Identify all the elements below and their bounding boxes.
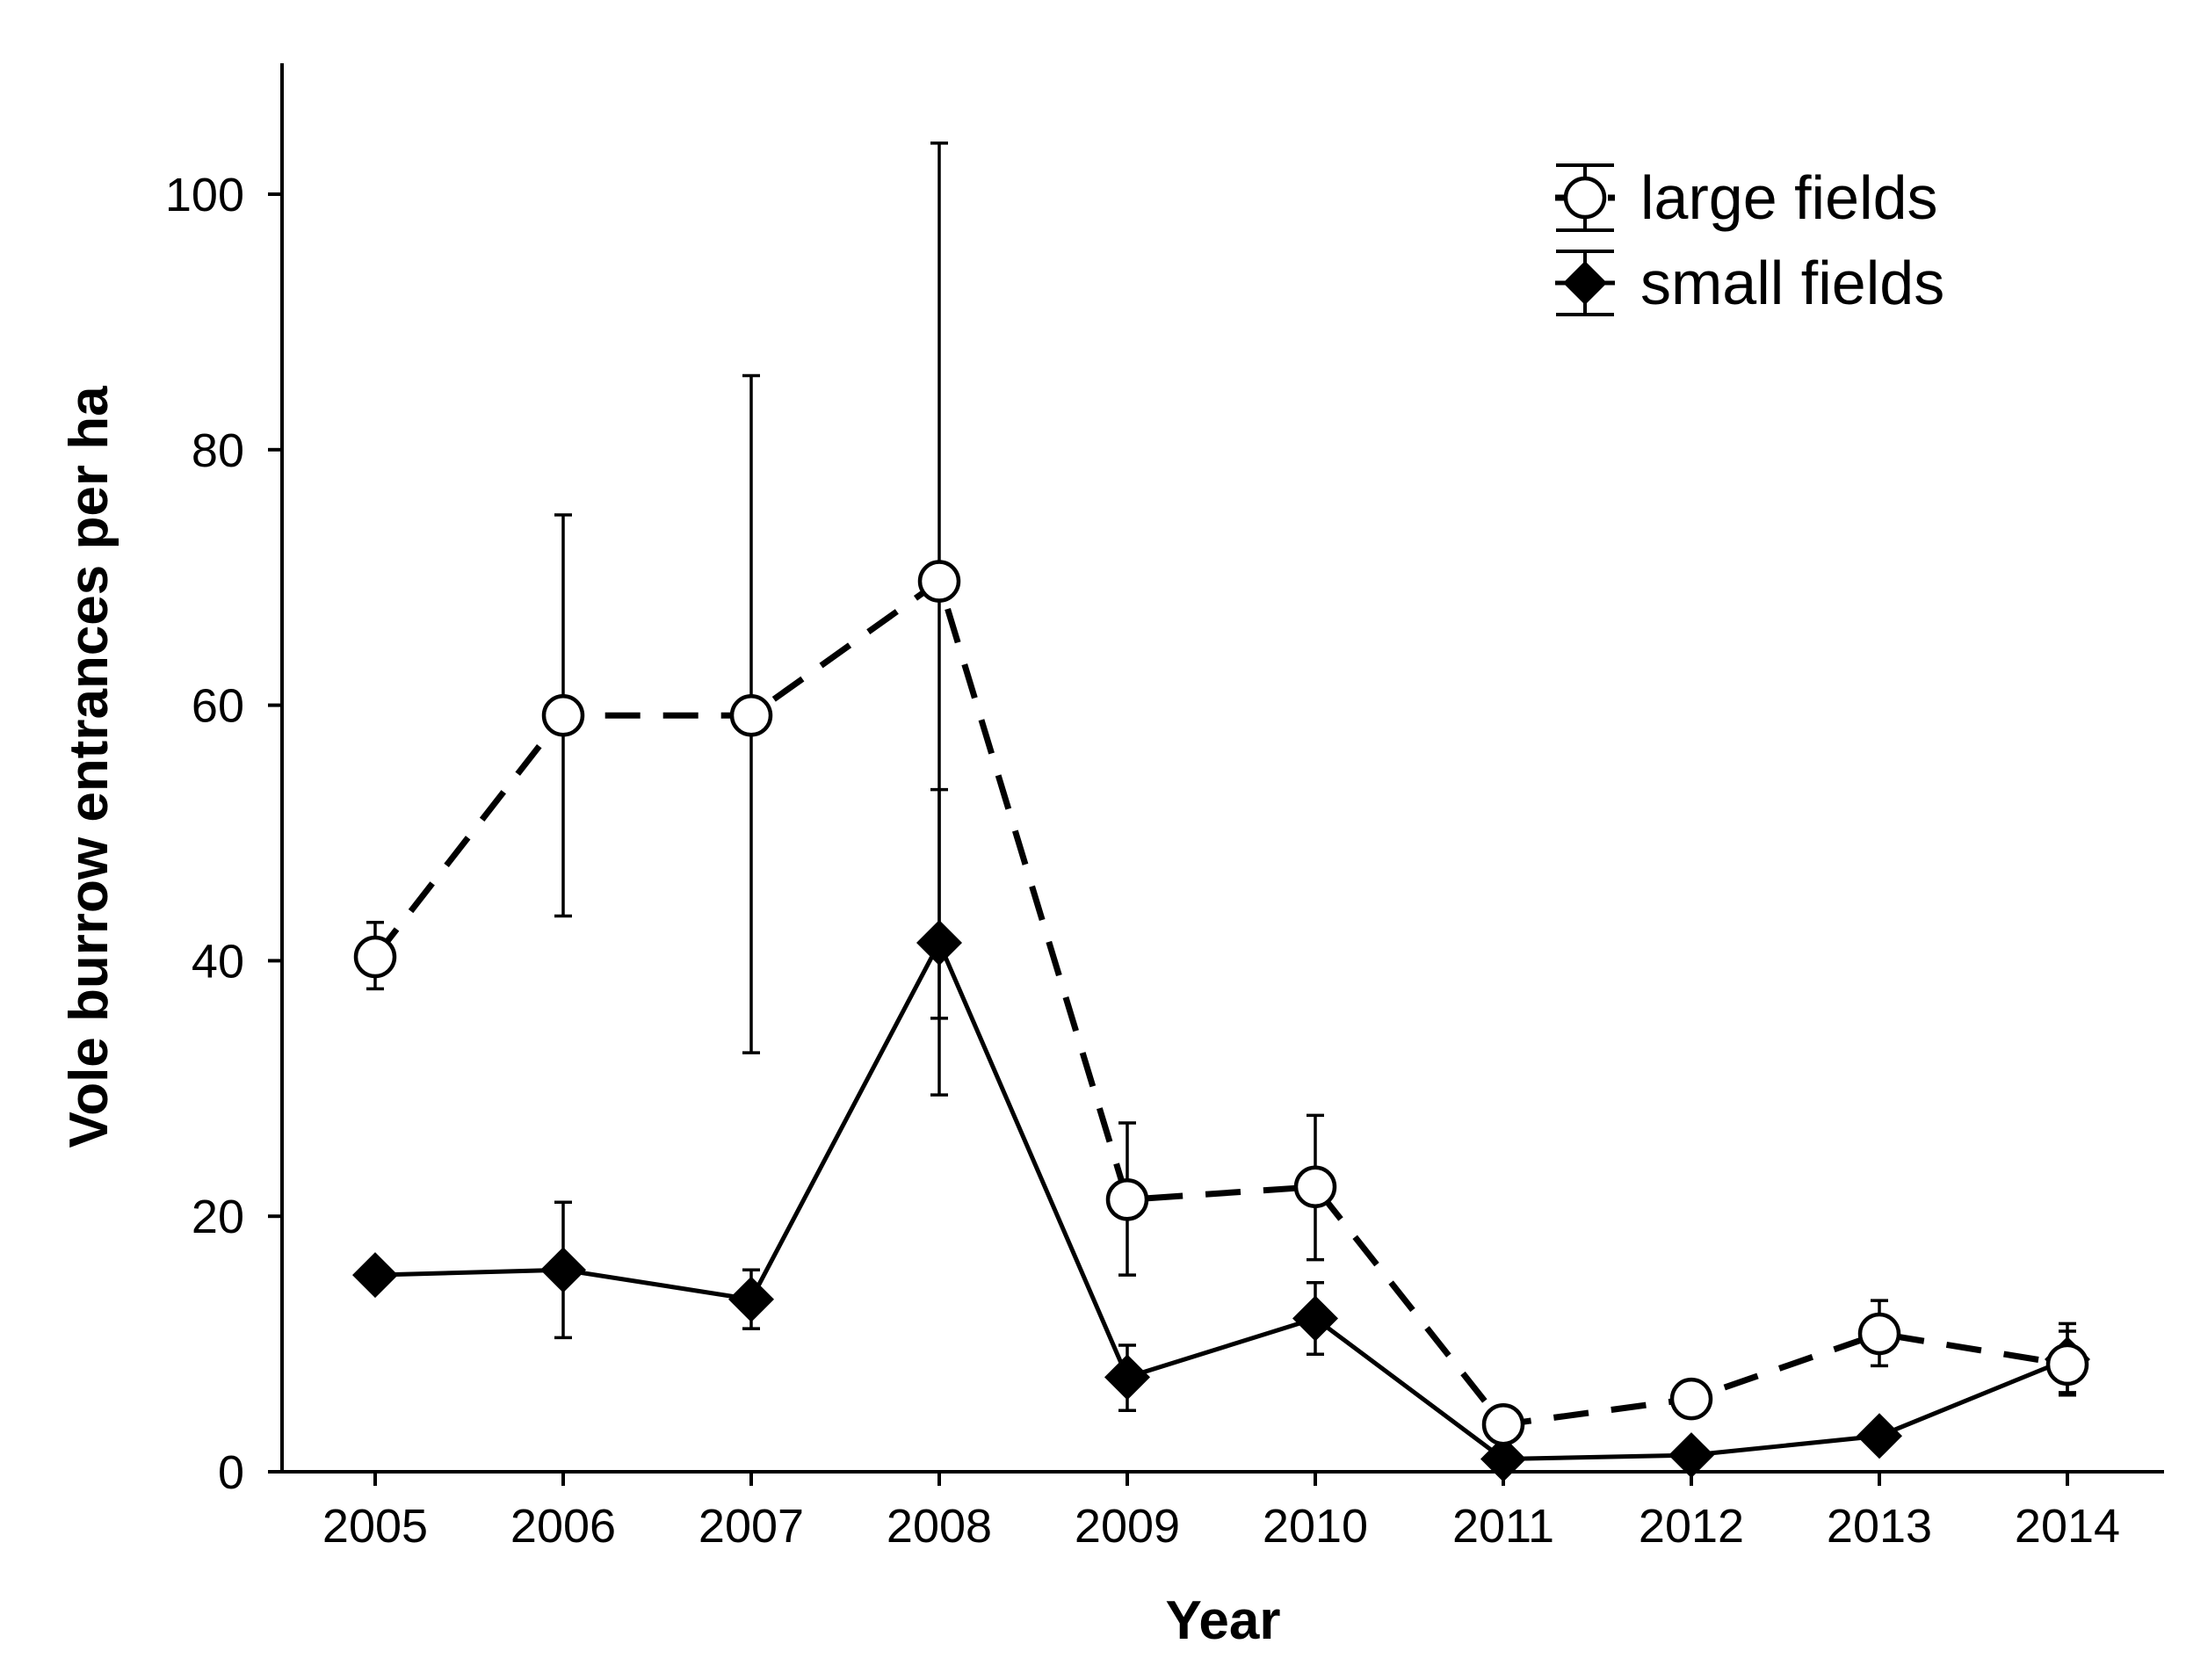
x-tick-label: 2006	[510, 1500, 616, 1553]
x-tick-label: 2010	[1263, 1500, 1368, 1553]
data-point	[1481, 1402, 1525, 1446]
x-tick-label: 2014	[2015, 1500, 2120, 1553]
data-point	[728, 1276, 774, 1322]
data-point	[1104, 1354, 1150, 1401]
legend-item-large-fields: large fields	[1555, 163, 1938, 232]
y-tick-label: 20	[192, 1191, 244, 1243]
data-point	[2045, 1343, 2089, 1387]
x-tick-label: 2005	[322, 1500, 428, 1553]
x-tick-label: 2009	[1075, 1500, 1180, 1553]
x-tick-label: 2012	[1639, 1500, 1744, 1553]
data-point	[729, 693, 773, 737]
y-tick-label: 60	[192, 680, 244, 733]
legend-label-large-fields: large fields	[1640, 163, 1938, 232]
x-tick-label: 2008	[887, 1500, 992, 1553]
y-tick-label: 0	[218, 1446, 244, 1499]
data-point	[1105, 1178, 1149, 1221]
data-point	[352, 1252, 398, 1299]
series-small-fields	[352, 787, 2090, 1482]
x-tick-label: 2013	[1827, 1500, 1932, 1553]
data-point	[353, 935, 397, 979]
data-point	[540, 1247, 586, 1293]
x-tick-label: 2011	[1452, 1500, 1554, 1553]
legend-item-small-fields: small fields	[1555, 249, 1944, 317]
series-line	[374, 938, 2068, 1461]
data-point	[1669, 1377, 1713, 1421]
x-ticks: 2005 2006 2007 2008 2009 2010 2011 2012 2013 2014	[322, 1472, 2120, 1553]
legend-marker-filled-diamond	[1563, 261, 1607, 305]
y-tick-label: 80	[192, 424, 244, 477]
data-point	[1857, 1312, 1901, 1356]
plot-area	[352, 141, 2090, 1482]
data-point	[1857, 1413, 1902, 1459]
legend-label-small-fields: small fields	[1640, 249, 1944, 317]
data-point	[1480, 1436, 1526, 1482]
x-tick-label: 2007	[699, 1500, 804, 1553]
data-point	[1292, 1295, 1338, 1342]
data-point	[1293, 1165, 1337, 1209]
y-axis-title: Vole burrow entrances per ha	[59, 386, 119, 1148]
x-axis-title: Year	[1165, 1590, 1280, 1651]
data-point	[917, 560, 961, 603]
legend: large fields small fields	[1555, 163, 1944, 317]
series-line	[373, 576, 2068, 1428]
axes	[280, 63, 2164, 1474]
data-point	[541, 693, 585, 737]
data-point	[1668, 1432, 1714, 1479]
series-large-fields	[353, 141, 2089, 1446]
legend-marker-open-circle	[1563, 176, 1607, 220]
y-ticks: 0 20 40 60 80 100	[165, 169, 282, 1499]
y-tick-label: 100	[165, 169, 244, 221]
y-tick-label: 40	[192, 935, 244, 988]
